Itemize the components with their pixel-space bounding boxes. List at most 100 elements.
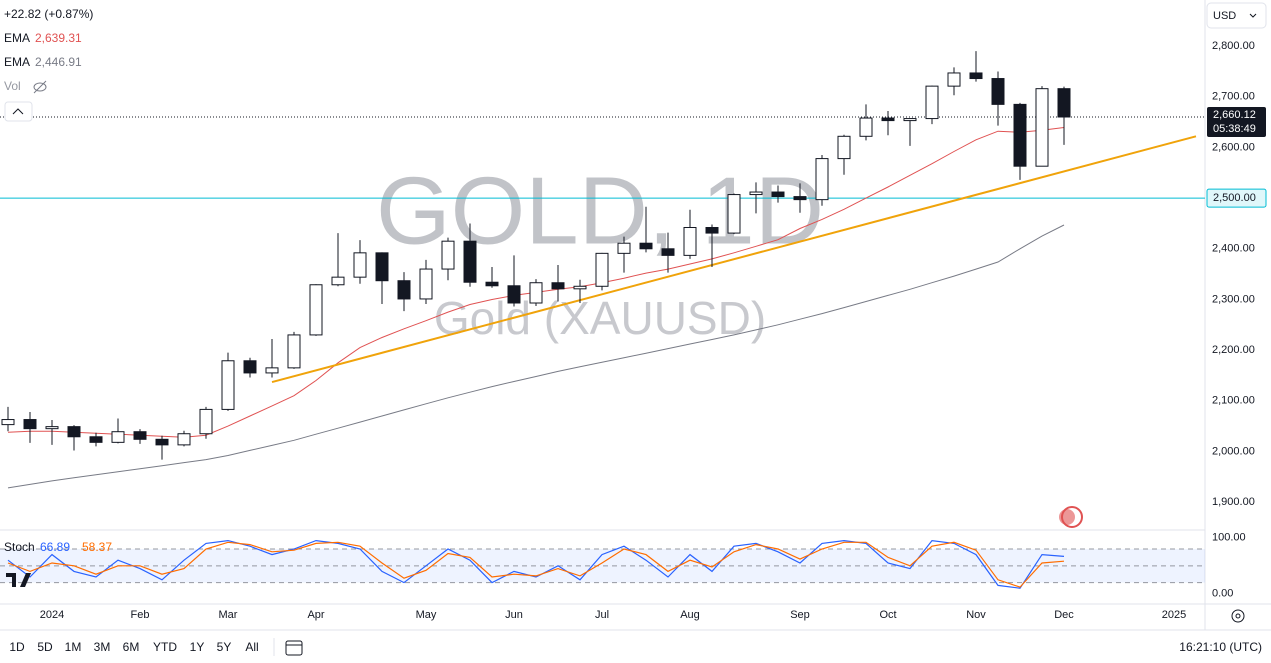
candle-body — [1013, 103, 1027, 167]
candle-body — [45, 426, 59, 430]
candle-body — [177, 433, 191, 446]
candle-body — [771, 191, 785, 198]
range-button[interactable]: 1D — [9, 640, 25, 654]
candle-body — [375, 252, 389, 282]
candle-body — [419, 268, 433, 300]
legend-value: 2,446.91 — [35, 55, 82, 69]
currency: USD — [1213, 10, 1236, 22]
candle-body — [529, 282, 543, 304]
candle-body — [573, 285, 587, 290]
candle-body — [925, 85, 939, 120]
candle-body — [903, 118, 917, 122]
indicator-name: Stoch — [4, 540, 35, 554]
candle-body — [485, 281, 499, 287]
candle-body — [991, 78, 1005, 105]
legend-name: EMA — [4, 31, 30, 45]
clock: 16:21:10 (UTC) — [1179, 640, 1262, 654]
trendline — [271, 135, 1197, 384]
stoch-line — [7, 539, 1065, 589]
settings-icon[interactable] — [1231, 609, 1245, 623]
candle-body — [507, 285, 521, 304]
range-button[interactable]: 1Y — [190, 640, 205, 654]
x-tick-label: Nov — [966, 609, 986, 621]
x-tick-label: Aug — [680, 609, 700, 621]
indicator-value: 58.37 — [82, 540, 112, 554]
range-button[interactable]: 5D — [37, 640, 53, 654]
candle-body — [551, 282, 565, 290]
candle-body — [353, 252, 367, 278]
candle-body — [837, 135, 851, 160]
ema-line — [7, 224, 1065, 489]
y-tick-label: 2,800.00 — [1212, 40, 1255, 52]
legend-value: 2,639.31 — [35, 31, 82, 45]
stoch-line — [7, 541, 1065, 588]
flag-icon — [1059, 506, 1083, 528]
x-tick-label: Dec — [1054, 609, 1074, 621]
indicator-value: 66.89 — [40, 540, 70, 554]
candle-body — [133, 431, 147, 440]
indicator-tick-label: 100.00 — [1212, 532, 1246, 544]
y-tick-label: 2,300.00 — [1212, 293, 1255, 305]
y-tick-label: 1,900.00 — [1212, 496, 1255, 508]
candle-body — [749, 191, 763, 196]
hline-label-box — [1206, 188, 1267, 208]
hline-label: 2,500.00 — [1213, 192, 1256, 204]
plot: 1,900.00 2,000.00 2,100.00 2,200.00 2,300.00… — [0, 40, 1267, 621]
candle-body — [111, 431, 125, 443]
last-price-box — [1207, 106, 1266, 137]
hide-icon[interactable] — [33, 80, 47, 94]
currency-button[interactable]: USD — [1206, 2, 1267, 29]
y-tick-label: 2,700.00 — [1212, 91, 1255, 103]
candle-body — [155, 438, 169, 446]
x-tick-label: Oct — [879, 609, 896, 621]
range-button[interactable]: 5Y — [217, 640, 232, 654]
volume-label: Vol — [4, 79, 21, 93]
range-button[interactable]: 1M — [65, 640, 82, 654]
candle-body — [265, 367, 279, 374]
collapse-button[interactable] — [4, 101, 33, 122]
candle-body — [683, 227, 697, 256]
x-tick-label: Feb — [131, 609, 150, 621]
candle-body — [881, 117, 895, 122]
candle-body — [67, 426, 81, 438]
candle-body — [287, 334, 301, 369]
x-tick-label: Mar — [219, 609, 238, 621]
logo — [6, 573, 31, 587]
range-button[interactable]: 3M — [94, 640, 111, 654]
x-tick-label: Apr — [307, 609, 324, 621]
candle-body — [969, 72, 983, 80]
legend-name: EMA — [4, 55, 30, 69]
candle-body — [1, 419, 15, 426]
y-tick-label: 2,200.00 — [1212, 344, 1255, 356]
candle-body — [89, 436, 103, 443]
date-range-icon[interactable] — [285, 640, 303, 656]
candle-body — [639, 242, 653, 250]
range-button[interactable]: YTD — [153, 640, 177, 654]
candle-body — [947, 72, 961, 87]
candle-body — [463, 240, 477, 283]
candle-body — [705, 227, 719, 234]
candle-body — [617, 242, 631, 254]
y-tick-label: 2,100.00 — [1212, 395, 1255, 407]
y-tick-label: 2,600.00 — [1212, 141, 1255, 153]
x-tick-label: 2024 — [40, 609, 64, 621]
candle-body — [441, 240, 455, 270]
candle-body — [815, 158, 829, 201]
candle-body — [1035, 88, 1049, 167]
x-tick-label: Jun — [505, 609, 523, 621]
x-tick-label: Sep — [790, 609, 810, 621]
candle-body — [397, 280, 411, 300]
candle-body — [727, 194, 741, 234]
indicator-tick-label: 0.00 — [1212, 588, 1233, 600]
candle-body — [243, 360, 257, 374]
last-price-label: 2,660.12 — [1213, 109, 1256, 121]
candle-body — [793, 196, 807, 201]
watermark-subtitle: Gold (XAUUSD) — [434, 292, 766, 344]
range-button[interactable]: All — [245, 640, 258, 654]
range-button[interactable]: 6M — [123, 640, 140, 654]
candle-body — [595, 252, 609, 287]
candle-body — [859, 117, 873, 137]
y-tick-label: 2,000.00 — [1212, 445, 1255, 457]
